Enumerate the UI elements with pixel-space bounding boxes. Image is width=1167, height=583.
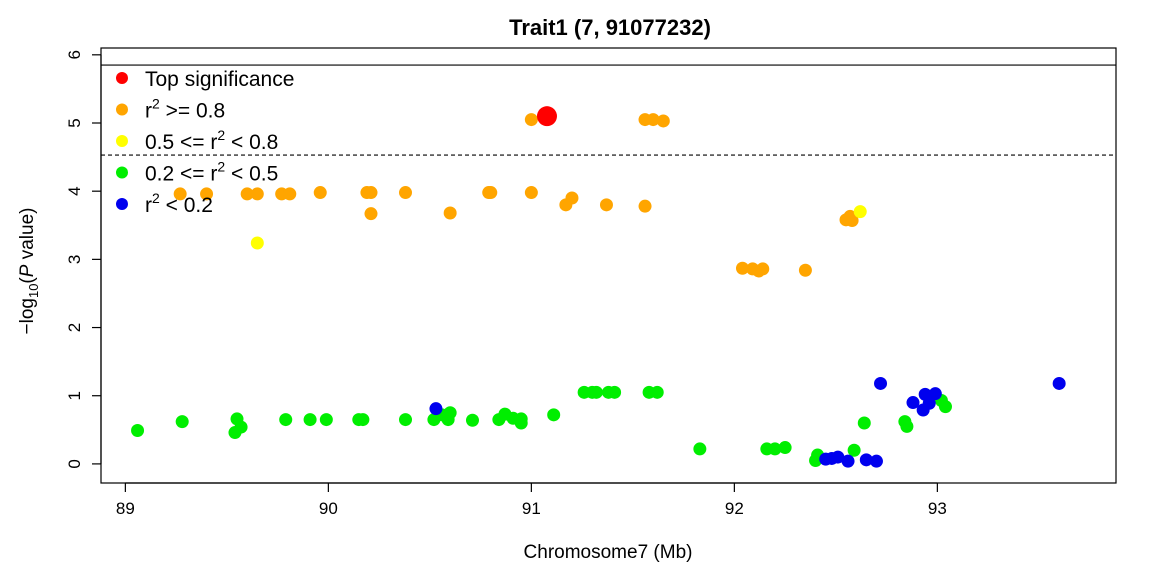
- snp-point: [524, 186, 538, 200]
- snp-point: [756, 262, 770, 276]
- y-tick-label: 3: [65, 255, 84, 264]
- snp-point: [900, 419, 914, 433]
- y-tick-label: 0: [65, 459, 84, 468]
- legend-marker: [116, 166, 128, 179]
- x-tick-label: 93: [928, 499, 947, 518]
- snp-point: [928, 387, 942, 401]
- chart-title: Trait1 (7, 91077232): [509, 15, 711, 40]
- x-axis-label: Chromosome7 (Mb): [524, 542, 693, 563]
- snp-point: [859, 453, 873, 467]
- y-tick-label: 6: [65, 50, 84, 59]
- snp-point: [693, 442, 707, 456]
- snp-point: [608, 385, 622, 399]
- y-tick-label: 5: [65, 118, 84, 127]
- legend-label: 0.5 <= r2 < 0.8: [145, 127, 278, 154]
- snp-point: [200, 187, 214, 201]
- y-axis: 0 1 2 3 4 5 6: [65, 50, 102, 469]
- snp-point: [547, 408, 561, 422]
- snp-point: [175, 415, 189, 429]
- snp-point: [484, 186, 498, 200]
- y-tick-label: 4: [65, 186, 84, 195]
- snp-point: [735, 261, 749, 275]
- legend-label: r2 >= 0.8: [145, 96, 225, 123]
- snp-point: [313, 186, 327, 200]
- x-tick-label: 90: [319, 499, 338, 518]
- snp-point: [1052, 376, 1066, 390]
- snp-point: [938, 400, 952, 414]
- legend-marker: [116, 198, 128, 210]
- snp-point: [906, 396, 920, 410]
- snp-point: [638, 199, 652, 213]
- snp-point: [656, 114, 670, 128]
- snp-point: [869, 454, 883, 468]
- snp-point: [173, 187, 187, 201]
- snp-point: [443, 406, 457, 420]
- snp-point: [250, 236, 264, 250]
- snp-point: [599, 198, 613, 212]
- snp-point: [845, 214, 859, 227]
- y-axis-label: −log10(P value): [17, 208, 41, 335]
- legend-label: r2 < 0.2: [145, 190, 213, 217]
- snp-point: [240, 187, 254, 201]
- snp-point: [589, 385, 603, 399]
- threshold-lines: [101, 64, 1116, 156]
- y-tick-label: 2: [65, 323, 84, 332]
- snp-point: [565, 191, 579, 205]
- snp-point: [364, 207, 378, 221]
- snp-point: [131, 424, 145, 437]
- snp-point: [778, 441, 792, 455]
- snp-point: [234, 420, 248, 434]
- legend-marker: [116, 72, 128, 84]
- snp-point: [857, 416, 871, 430]
- legend-label: Top significance: [145, 68, 294, 91]
- y-tick-label: 1: [65, 391, 84, 400]
- plot-frame: [100, 47, 1117, 484]
- snp-point: [847, 443, 861, 457]
- snp-point: [465, 413, 479, 427]
- legend-marker: [116, 135, 128, 147]
- snp-point: [429, 402, 443, 416]
- top-hit-point: [536, 106, 557, 127]
- snp-point: [922, 396, 936, 410]
- snp-point: [250, 187, 264, 201]
- snp-point: [831, 450, 845, 464]
- snp-point: [303, 413, 317, 427]
- snp-point: [514, 412, 528, 426]
- snp-point: [853, 205, 867, 219]
- snp-point: [399, 186, 412, 200]
- snp-point: [399, 413, 412, 427]
- snp-point: [798, 263, 812, 277]
- snp-point: [319, 413, 333, 427]
- snp-point: [443, 206, 457, 220]
- snp-point: [841, 454, 855, 468]
- x-tick-label: 92: [725, 499, 744, 518]
- x-tick-label: 89: [116, 499, 135, 518]
- snp-point: [279, 413, 293, 427]
- legend: Top significance r2 >= 0.8 0.5 <= r2 < 0.8…: [116, 68, 294, 217]
- x-tick-label: 91: [522, 499, 541, 518]
- legend-marker: [116, 103, 128, 116]
- snp-point: [356, 413, 370, 427]
- legend-label: 0.2 <= r2 < 0.5: [145, 159, 278, 186]
- x-axis: 89 90 91 92 93: [116, 482, 947, 518]
- snp-point: [874, 376, 888, 390]
- snp-point: [524, 113, 538, 127]
- snp-point: [646, 113, 660, 127]
- data-points: [131, 106, 1066, 468]
- snp-point: [283, 187, 297, 201]
- snp-point: [768, 442, 782, 456]
- snp-point: [364, 186, 378, 200]
- snp-point: [650, 385, 664, 399]
